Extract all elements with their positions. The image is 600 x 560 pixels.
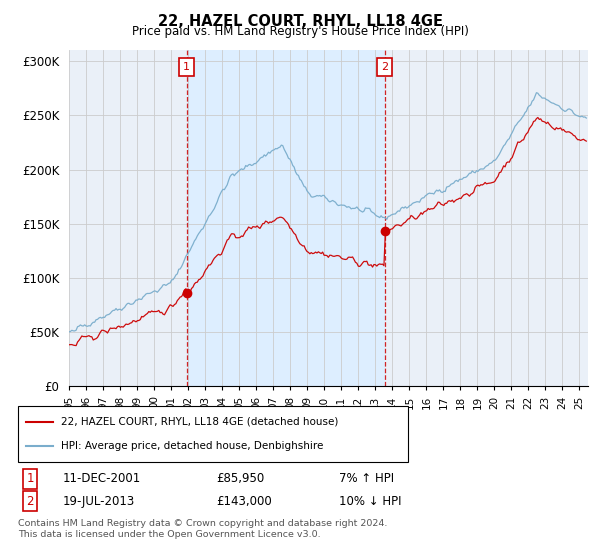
Text: 1: 1	[26, 472, 34, 486]
Text: 22, HAZEL COURT, RHYL, LL18 4GE (detached house): 22, HAZEL COURT, RHYL, LL18 4GE (detache…	[61, 417, 338, 427]
Text: Price paid vs. HM Land Registry's House Price Index (HPI): Price paid vs. HM Land Registry's House …	[131, 25, 469, 38]
Text: Contains HM Land Registry data © Crown copyright and database right 2024.
This d: Contains HM Land Registry data © Crown c…	[18, 520, 388, 539]
Text: 22, HAZEL COURT, RHYL, LL18 4GE: 22, HAZEL COURT, RHYL, LL18 4GE	[157, 14, 443, 29]
Text: 19-JUL-2013: 19-JUL-2013	[63, 494, 135, 508]
Text: 11-DEC-2001: 11-DEC-2001	[63, 472, 141, 486]
Text: £143,000: £143,000	[216, 494, 272, 508]
Bar	[187, 50, 385, 386]
Text: HPI: Average price, detached house, Denbighshire: HPI: Average price, detached house, Denb…	[61, 441, 323, 451]
Text: 10% ↓ HPI: 10% ↓ HPI	[339, 494, 401, 508]
FancyBboxPatch shape	[18, 406, 408, 462]
Text: £85,950: £85,950	[216, 472, 264, 486]
Text: 1: 1	[183, 62, 190, 72]
Text: 7% ↑ HPI: 7% ↑ HPI	[339, 472, 394, 486]
Text: 2: 2	[381, 62, 388, 72]
Text: 2: 2	[26, 494, 34, 508]
